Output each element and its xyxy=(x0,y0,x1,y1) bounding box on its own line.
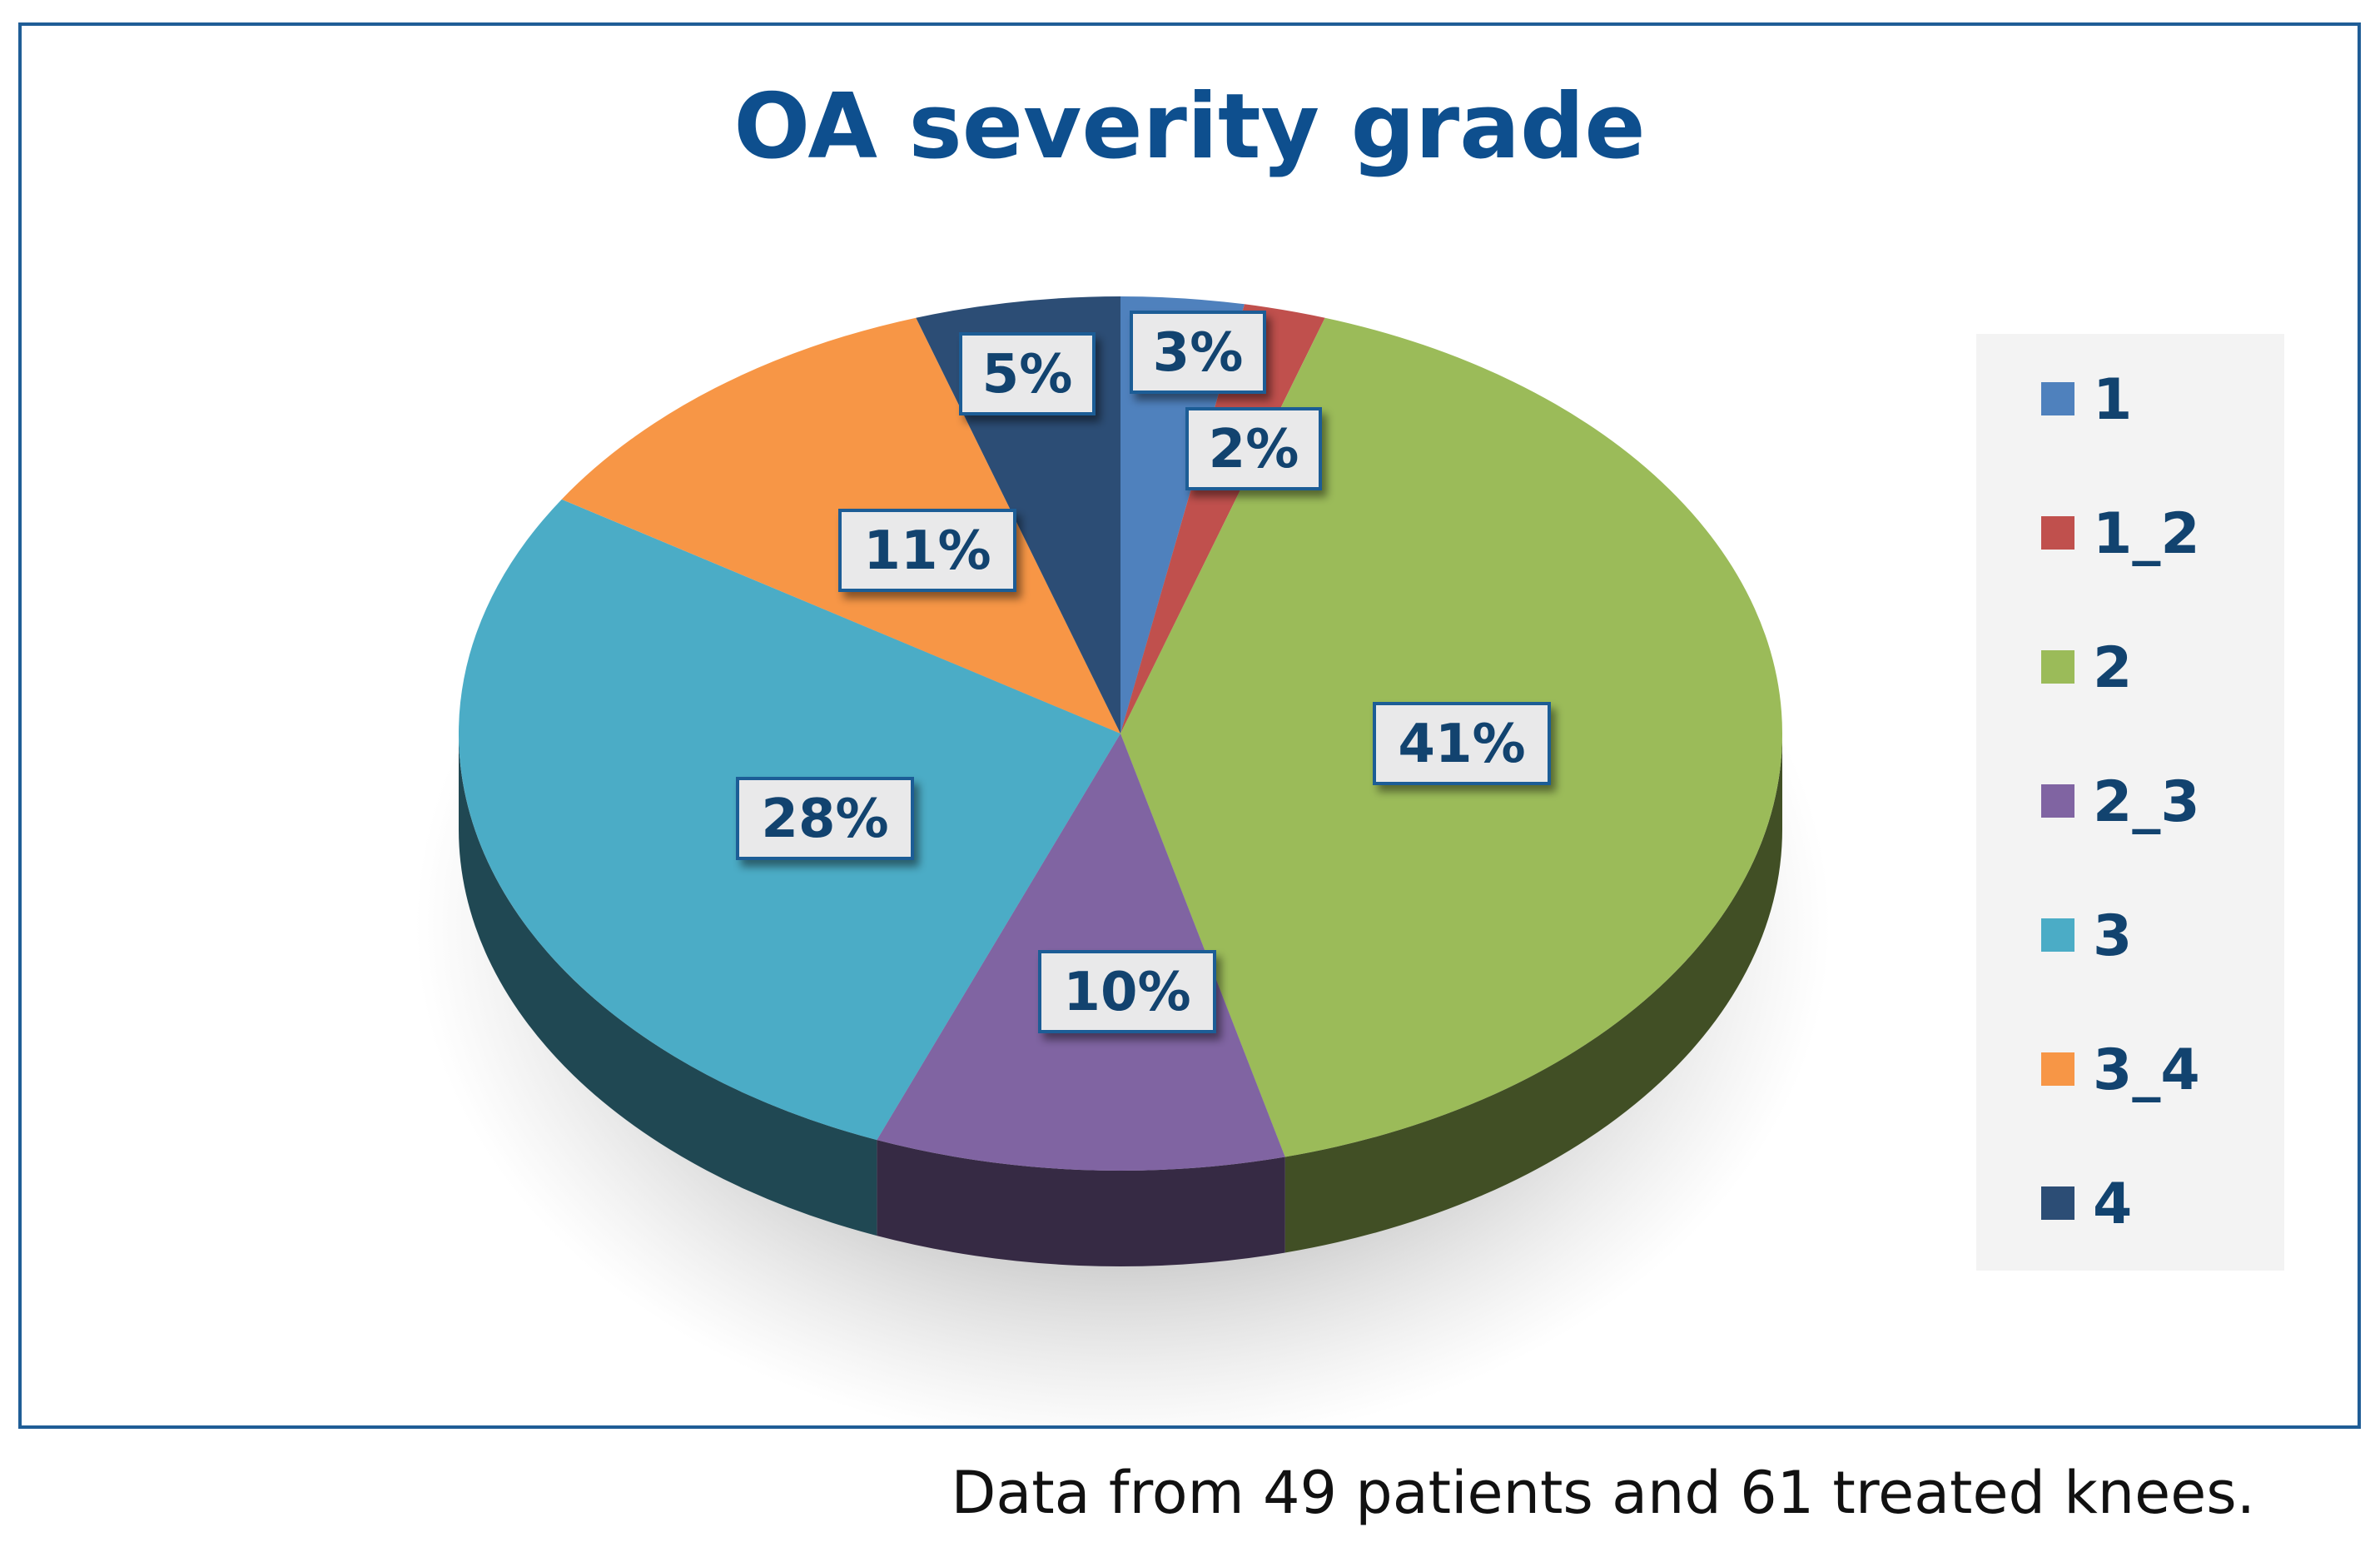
svg-text:2: 2 xyxy=(2093,635,2132,701)
svg-text:2%: 2% xyxy=(1209,419,1299,480)
svg-text:3: 3 xyxy=(2093,903,2132,969)
svg-text:3_4: 3_4 xyxy=(2093,1037,2200,1103)
svg-text:10%: 10% xyxy=(1063,962,1190,1023)
svg-text:41%: 41% xyxy=(1398,714,1525,775)
legend-item-2: 2 xyxy=(2041,635,2132,701)
legend-item-3_4: 3_4 xyxy=(2041,1037,2200,1103)
svg-text:3%: 3% xyxy=(1153,322,1244,384)
chart-title: OA severity grade xyxy=(733,75,1645,179)
pie-side-2_3 xyxy=(877,1140,1285,1266)
pie-slices xyxy=(458,296,1782,1171)
svg-text:28%: 28% xyxy=(761,788,888,850)
caption: Data from 49 patients and 61 treated kne… xyxy=(951,1459,2255,1527)
svg-text:4: 4 xyxy=(2093,1171,2132,1237)
legend-item-2_3: 2_3 xyxy=(2041,769,2200,835)
data-label-2: 41% xyxy=(1373,702,1551,785)
legend: 1 1_2 2 2_3 3 3_4 4 xyxy=(1976,334,2284,1271)
pie-side-2 xyxy=(1284,734,1782,1253)
svg-text:1: 1 xyxy=(2093,367,2132,433)
legend-item-3: 3 xyxy=(2041,903,2132,969)
svg-text:5%: 5% xyxy=(982,344,1073,405)
data-label-2_3: 10% xyxy=(1038,950,1216,1033)
data-label-4: 5% xyxy=(959,332,1096,415)
data-label-1: 3% xyxy=(1130,311,1266,394)
svg-text:2_3: 2_3 xyxy=(2093,769,2200,835)
pie-chart: OA severity grade 3% 2% 41% 10% 28% 11% 5% 1 1_… xyxy=(415,75,2284,1425)
legend-item-1_2: 1_2 xyxy=(2041,501,2200,567)
legend-item-4: 4 xyxy=(2041,1171,2132,1237)
data-label-3: 28% xyxy=(736,777,914,860)
pie-slice-1 xyxy=(1120,296,1245,734)
pie-data-labels: 3% 2% 41% 10% 28% 11% 5% xyxy=(736,311,1551,1033)
data-label-1_2: 2% xyxy=(1185,407,1322,490)
legend-item-1: 1 xyxy=(2041,367,2132,433)
data-label-3_4: 11% xyxy=(838,509,1016,592)
svg-text:11%: 11% xyxy=(863,520,991,582)
pie-side-walls xyxy=(459,734,1782,1266)
pie-side-3 xyxy=(459,734,877,1236)
svg-text:1_2: 1_2 xyxy=(2093,501,2200,567)
legend-box xyxy=(1976,334,2284,1271)
chart-frame: OA severity grade 3% 2% 41% 10% 28% 11% 5% 1 1_… xyxy=(18,22,2361,1429)
